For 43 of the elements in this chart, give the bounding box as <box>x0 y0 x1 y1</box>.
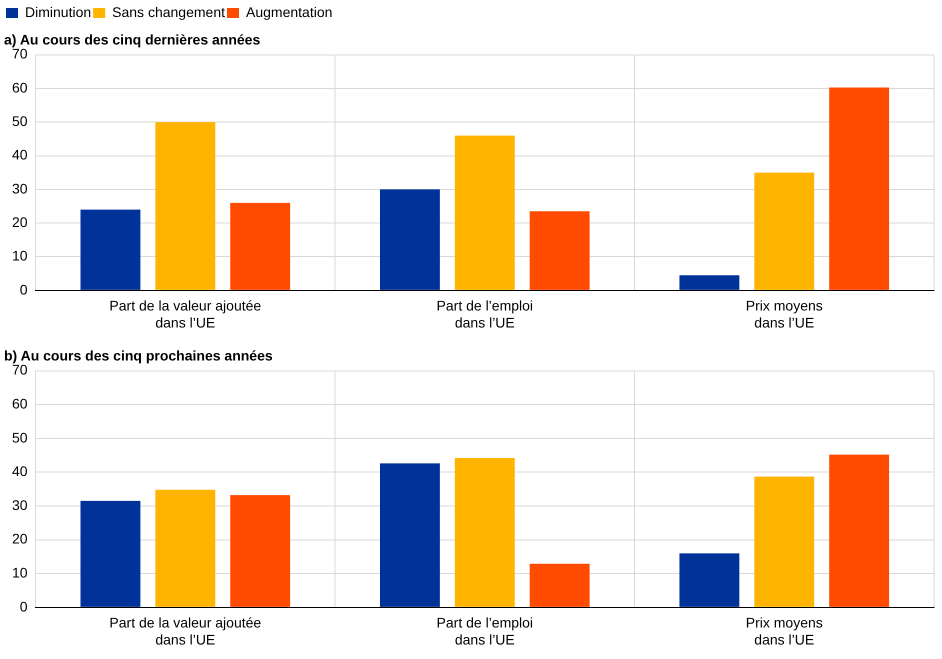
legend-label: Diminution <box>25 4 92 20</box>
y-tick-label: 0 <box>20 598 28 614</box>
bar <box>829 87 890 290</box>
legend-label: Augmentation <box>246 4 332 20</box>
x-tick-label: Part de la valeur ajoutée dans l’UE <box>109 298 262 330</box>
y-tick-label: 10 <box>12 248 28 264</box>
x-tick-label: Prix moyens dans l’UE <box>746 298 823 330</box>
bar <box>155 122 216 290</box>
y-tick-label: 60 <box>12 395 28 412</box>
y-tick-label: 50 <box>12 429 28 446</box>
bar <box>380 463 440 607</box>
y-tick-label: 30 <box>12 180 28 196</box>
bar <box>530 211 590 290</box>
bar <box>80 210 140 290</box>
bar <box>754 172 814 290</box>
bar <box>829 454 890 607</box>
y-tick-label: 20 <box>12 530 28 547</box>
bar <box>454 458 515 607</box>
y-tick-label: 10 <box>12 564 28 580</box>
bar <box>230 202 290 290</box>
bar <box>155 490 216 607</box>
bar <box>454 136 515 290</box>
legend-label: Sans changement <box>112 4 226 20</box>
y-tick-label: 0 <box>20 281 28 298</box>
bar <box>380 189 440 290</box>
y-tick-label: 40 <box>12 146 28 163</box>
bar <box>679 553 740 607</box>
x-tick-label: Part de la valeur ajoutée dans l’UE <box>109 614 262 648</box>
bar <box>530 564 590 607</box>
y-tick-label: 20 <box>12 214 28 230</box>
chart-title: b) Au cours des cinq prochaines années <box>4 347 273 364</box>
x-tick-label: Prix moyens dans l’UE <box>746 614 823 648</box>
y-tick-label: 60 <box>12 79 28 96</box>
bar <box>754 476 814 607</box>
x-tick-label: Part de l’emploi dans l’UE <box>436 298 534 330</box>
chart-title: a) Au cours des cinq dernières années <box>4 31 260 48</box>
bar <box>80 500 140 607</box>
y-tick-label: 30 <box>12 496 28 513</box>
bar <box>230 495 290 607</box>
y-tick-label: 50 <box>12 112 28 129</box>
y-tick-label: 40 <box>12 463 28 480</box>
bar <box>679 275 740 290</box>
x-tick-label: Part de l’emploi dans l’UE <box>436 614 534 648</box>
